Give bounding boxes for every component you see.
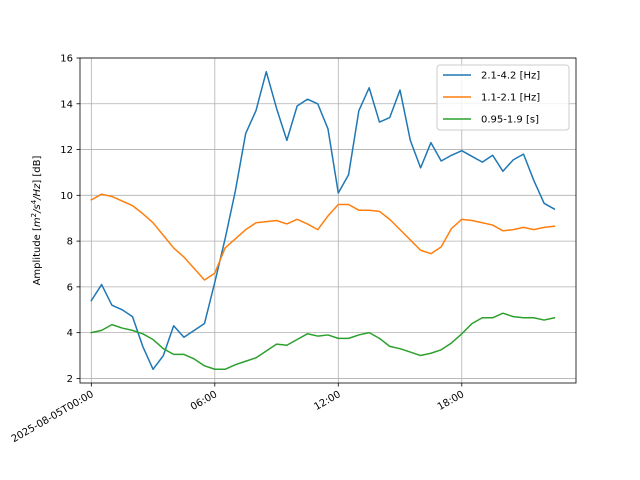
series-line (90, 312, 556, 371)
y-axis-label: Amplitude [m2/s4/Hz] [dB] (30, 155, 43, 285)
y-tick-label: 2 (67, 374, 73, 385)
plot-area-frame (79, 57, 577, 384)
legend-entry-label: 1.1-2.1 [Hz] (481, 93, 540, 104)
series-line (90, 70, 556, 371)
y-tick-label: 4 (67, 328, 73, 339)
y-tick-label: 14 (60, 99, 73, 110)
legend-box (436, 64, 570, 131)
y-tick-label: 12 (60, 145, 73, 156)
y-tick-label: 16 (60, 54, 73, 65)
y-tick-label: 10 (60, 191, 73, 202)
series-lines (90, 70, 556, 371)
y-tick-label: 8 (67, 237, 73, 248)
series-line (90, 193, 556, 281)
legend-entry-label: 0.95-1.9 [s] (481, 115, 539, 126)
legend: 2.1-4.2 [Hz] 1.1-2.1 [Hz] 0.95-1.9 [s] (436, 64, 570, 131)
y-tick-label: 6 (67, 282, 73, 293)
legend-entry-label: 2.1-4.2 [Hz] (481, 71, 540, 82)
